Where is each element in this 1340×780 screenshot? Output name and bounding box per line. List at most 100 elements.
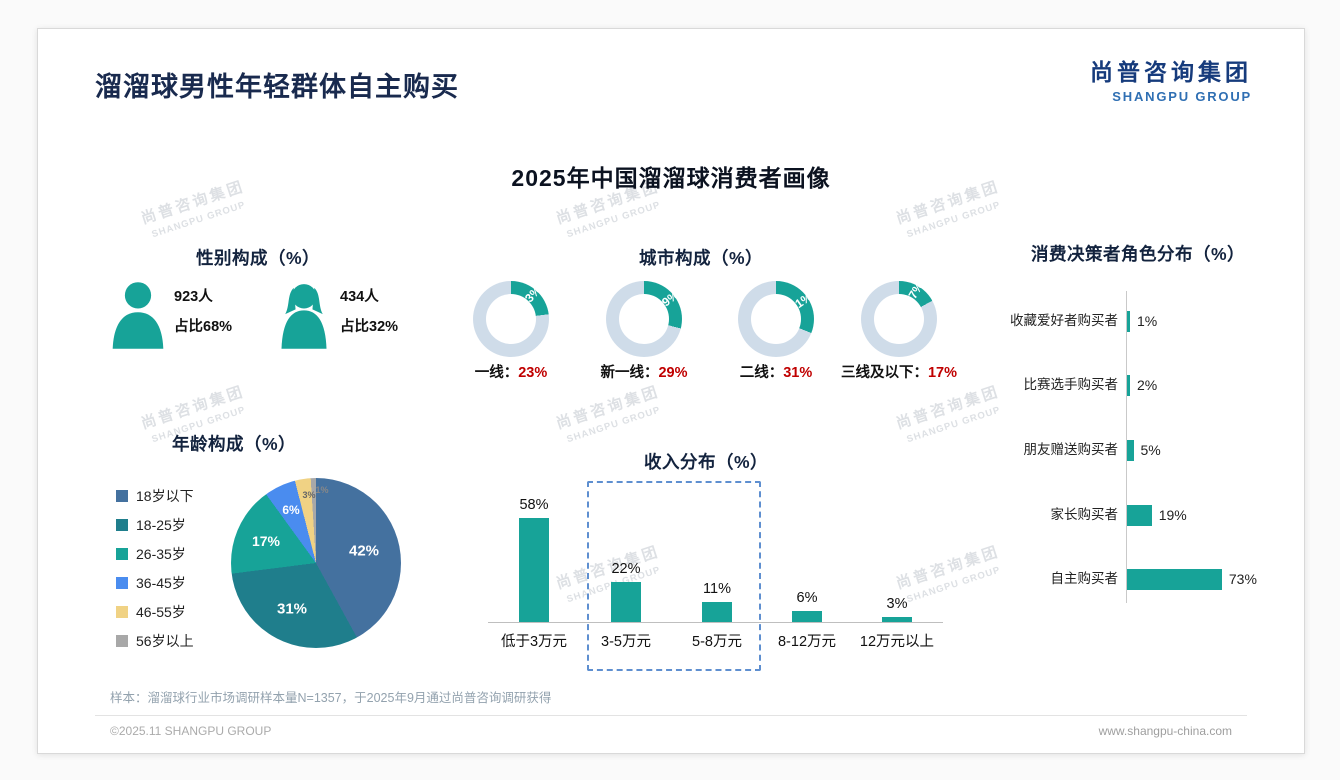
gender-section-title: 性别构成（%） (195, 248, 321, 268)
legend-item: 26-35岁 (116, 539, 194, 568)
donut-hole (751, 294, 801, 344)
donut-hole (619, 294, 669, 344)
age-section-title: 年龄构成（%） (171, 434, 297, 454)
chart-main-title: 2025年中国溜溜球消费者画像 (511, 165, 831, 191)
income-bar-group: 3% (882, 596, 912, 622)
decision-bar (1127, 439, 1134, 461)
watermark-cn: 尚普咨询集团 (554, 383, 663, 433)
legend-swatch (116, 547, 128, 560)
legend-label: 18-25岁 (136, 516, 186, 533)
legend-swatch (116, 605, 128, 618)
logo-en-text: SHANGPU GROUP (1112, 89, 1252, 104)
legend-item: 36-45岁 (116, 568, 194, 597)
city-tier-label: 一线： (474, 365, 519, 381)
decision-value-label: 73% (1228, 571, 1257, 587)
decision-bar-row: 2% (1127, 374, 1157, 396)
donut-chart-new-tier1: 29% (606, 281, 682, 357)
watermark-en: SHANGPU GROUP (565, 199, 663, 241)
legend-label: 26-35岁 (136, 545, 186, 562)
footer-website: www.shangpu-china.com (1098, 724, 1232, 738)
decision-bar-row: 1% (1127, 310, 1157, 332)
pie-slice-label: 6% (282, 503, 300, 517)
company-logo: 尚普咨询集团 SHANGPU GROUP (1090, 53, 1252, 104)
male-count: 923人 (174, 289, 213, 305)
income-category-label: 5-8万元 (692, 634, 742, 650)
donut-caption-tier2: 二线：31% (706, 361, 846, 382)
female-count: 434人 (340, 289, 379, 305)
pie-slice-label: 17% (251, 533, 281, 549)
legend-item: 18-25岁 (116, 510, 194, 539)
income-value-label: 6% (796, 590, 818, 607)
legend-swatch (116, 634, 128, 647)
decision-axis-line (1126, 291, 1127, 603)
footer-copyright: ©2025.11 SHANGPU GROUP (110, 724, 272, 738)
legend-label: 56岁以上 (136, 632, 194, 649)
pie-slice-label: 3% (302, 490, 316, 500)
income-highlight-box (587, 481, 761, 671)
income-bar (611, 582, 641, 622)
decision-bar (1127, 310, 1130, 332)
female-share: 占比32% (340, 319, 399, 335)
income-section-title: 收入分布（%） (643, 452, 769, 472)
decision-value-label: 19% (1158, 507, 1187, 523)
legend-item: 56岁以上 (116, 626, 194, 655)
male-icon (112, 282, 164, 349)
decision-value-label: 1% (1137, 313, 1158, 329)
income-bar (792, 611, 822, 622)
income-bar-group: 6% (792, 590, 822, 622)
pie (231, 478, 401, 648)
income-bar (882, 616, 912, 622)
decision-bar-row: 19% (1127, 504, 1187, 526)
legend-label: 18岁以下 (136, 487, 194, 504)
income-bar (519, 517, 549, 622)
city-tier-label: 新一线： (600, 365, 659, 381)
legend-label: 36-45岁 (136, 574, 186, 591)
city-tier-value: 23% (518, 365, 548, 381)
city-section-title: 城市构成（%） (638, 248, 764, 268)
decision-bar-row: 5% (1127, 439, 1161, 461)
income-category-label: 3-5万元 (601, 634, 651, 650)
watermark-en: SHANGPU GROUP (905, 199, 1003, 241)
male-stats: 923人 占比68% (174, 287, 232, 337)
legend-label: 46-55岁 (136, 603, 186, 620)
logo-cn-text: 尚普咨询集团 (1090, 59, 1252, 85)
donut-caption-tier3-below: 三线及以下：17% (829, 361, 969, 382)
city-tier-value: 17% (927, 365, 958, 381)
income-bar-group: 58% (519, 497, 549, 622)
city-tier-label: 二线： (739, 365, 784, 381)
age-pie-chart: 42% 31% 17% 6% 3% 1% (231, 478, 401, 648)
sample-footnote: 样本：溜溜球行业市场调研样本量N=1357，于2025年9月通过尚普咨询调研获得 (110, 691, 552, 705)
income-category-label: 8-12万元 (777, 634, 837, 650)
income-bar-group: 11% (702, 581, 732, 622)
pie-slice-label: 31% (276, 600, 308, 618)
income-category-label: 低于3万元 (500, 634, 568, 650)
income-bar (702, 602, 732, 622)
footer-divider (95, 715, 1247, 716)
decision-category-label: 自主购买者 (1050, 571, 1119, 586)
decision-category-label: 家长购买者 (1050, 507, 1119, 522)
age-legend: 18岁以下 18-25岁 26-35岁 36-45岁 46-55岁 56岁以上 (116, 481, 194, 655)
city-tier-label: 三线及以下： (840, 365, 928, 381)
donut-hole (874, 294, 924, 344)
decision-bar (1127, 374, 1130, 396)
donut-chart-tier2: 31% (738, 281, 815, 357)
donut-caption-new-tier1: 新一线：29% (574, 361, 714, 382)
decision-value-label: 5% (1140, 442, 1161, 458)
decision-value-label: 2% (1137, 377, 1158, 393)
donut-chart-tier3-below: 17% (861, 279, 937, 357)
decision-category-label: 比赛选手购买者 (1023, 377, 1119, 392)
female-stats: 434人 占比32% (340, 287, 398, 337)
decision-category-label: 收藏爱好者购买者 (1010, 313, 1118, 328)
income-value-label: 3% (886, 595, 908, 612)
city-tier-value: 31% (783, 365, 813, 381)
income-value-label: 58% (519, 496, 549, 513)
male-share: 占比68% (174, 319, 233, 335)
legend-item: 46-55岁 (116, 597, 194, 626)
female-icon (281, 284, 327, 349)
income-category-label: 12万元以上 (859, 634, 935, 650)
pie-slice-label: 42% (348, 542, 380, 560)
income-value-label: 22% (611, 561, 641, 578)
decision-bar (1127, 568, 1222, 590)
page-title: 溜溜球男性年轻群体自主购买 (95, 72, 459, 102)
income-axis-line (488, 622, 943, 623)
